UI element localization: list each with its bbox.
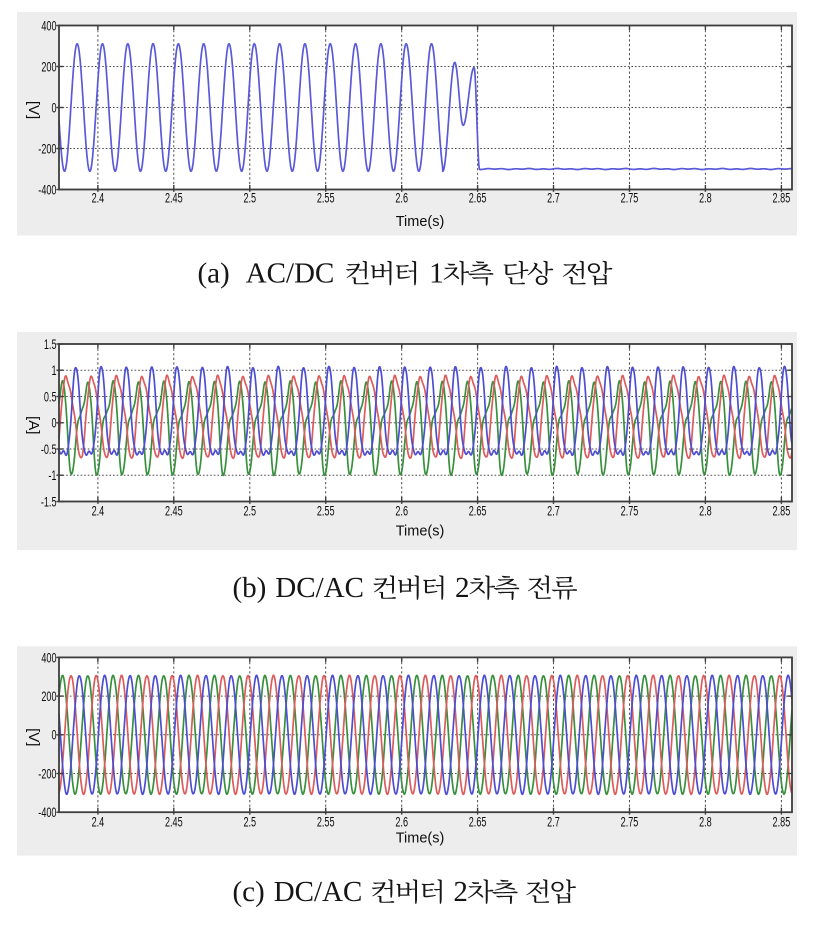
svg-text:2.65: 2.65 bbox=[469, 503, 487, 520]
svg-text:1: 1 bbox=[51, 362, 56, 379]
svg-text:2.7: 2.7 bbox=[547, 503, 560, 520]
svg-text:1.5: 1.5 bbox=[44, 336, 57, 353]
svg-text:[V]: [V] bbox=[25, 728, 42, 746]
svg-text:-1: -1 bbox=[48, 467, 56, 484]
svg-text:2.6: 2.6 bbox=[395, 813, 408, 830]
svg-text:2.55: 2.55 bbox=[317, 813, 335, 830]
svg-text:-200: -200 bbox=[38, 140, 57, 157]
svg-text:2.5: 2.5 bbox=[243, 813, 256, 830]
svg-text:200: 200 bbox=[41, 688, 57, 705]
svg-text:2.8: 2.8 bbox=[699, 813, 712, 830]
svg-text:2.85: 2.85 bbox=[773, 813, 791, 830]
svg-text:2.85: 2.85 bbox=[773, 189, 791, 206]
svg-text:0.5: 0.5 bbox=[44, 388, 57, 405]
svg-text:2.6: 2.6 bbox=[395, 503, 408, 520]
svg-text:-400: -400 bbox=[38, 181, 57, 198]
svg-text:0: 0 bbox=[51, 727, 56, 744]
svg-text:2.55: 2.55 bbox=[317, 503, 335, 520]
svg-text:2.7: 2.7 bbox=[547, 189, 560, 206]
svg-text:-200: -200 bbox=[38, 765, 57, 782]
svg-text:2.65: 2.65 bbox=[469, 189, 487, 206]
svg-text:-400: -400 bbox=[38, 804, 57, 821]
svg-text:0: 0 bbox=[51, 99, 56, 116]
svg-text:2.6: 2.6 bbox=[395, 189, 408, 206]
svg-text:[V]: [V] bbox=[25, 101, 42, 119]
svg-text:Time(s): Time(s) bbox=[396, 831, 445, 847]
svg-text:-0.5: -0.5 bbox=[41, 441, 57, 458]
svg-text:2.45: 2.45 bbox=[165, 503, 183, 520]
svg-text:2.4: 2.4 bbox=[92, 813, 105, 830]
svg-text:2.55: 2.55 bbox=[317, 189, 335, 206]
svg-text:2.8: 2.8 bbox=[699, 189, 712, 206]
svg-text:[A]: [A] bbox=[25, 416, 42, 434]
svg-text:200: 200 bbox=[41, 58, 57, 75]
svg-text:400: 400 bbox=[41, 649, 57, 666]
svg-text:2.85: 2.85 bbox=[773, 503, 791, 520]
svg-text:2.75: 2.75 bbox=[621, 503, 639, 520]
svg-text:2.4: 2.4 bbox=[92, 503, 105, 520]
svg-text:Time(s): Time(s) bbox=[396, 524, 445, 540]
svg-text:2.4: 2.4 bbox=[92, 189, 105, 206]
svg-text:0: 0 bbox=[51, 415, 56, 432]
svg-text:2.75: 2.75 bbox=[621, 189, 639, 206]
svg-text:400: 400 bbox=[41, 17, 57, 34]
svg-text:2.75: 2.75 bbox=[621, 813, 639, 830]
svg-text:2.8: 2.8 bbox=[699, 503, 712, 520]
svg-text:2.7: 2.7 bbox=[547, 813, 560, 830]
svg-text:-1.5: -1.5 bbox=[41, 493, 57, 510]
svg-text:Time(s): Time(s) bbox=[396, 214, 445, 230]
svg-text:2.45: 2.45 bbox=[165, 189, 183, 206]
svg-text:2.65: 2.65 bbox=[469, 813, 487, 830]
svg-text:2.5: 2.5 bbox=[243, 189, 256, 206]
svg-text:2.5: 2.5 bbox=[243, 503, 256, 520]
svg-text:2.45: 2.45 bbox=[165, 813, 183, 830]
